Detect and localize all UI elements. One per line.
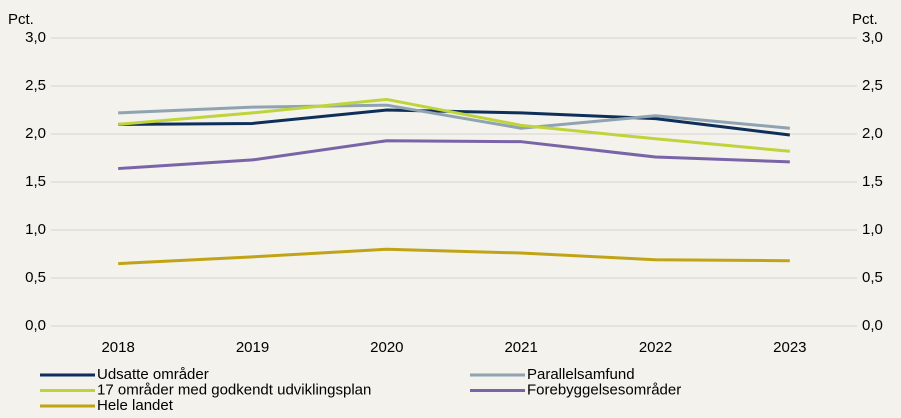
y2-tick-label: 2,0: [862, 125, 883, 142]
legend-label: Hele landet: [97, 397, 174, 414]
series-line: [118, 97, 790, 153]
y2-axis-label: Pct.: [852, 11, 878, 28]
y-tick-label: 2,5: [25, 77, 46, 94]
y2-tick-label: 0,5: [862, 269, 883, 286]
series-line: [118, 139, 790, 171]
y2-tick-label: 1,5: [862, 173, 883, 190]
y2-tick-label: 0,0: [862, 317, 883, 334]
y-tick-label: 1,5: [25, 173, 46, 190]
x-tick-label: 2020: [370, 339, 403, 356]
y-tick-label: 3,0: [25, 29, 46, 46]
x-tick-label: 2019: [236, 339, 269, 356]
x-tick-label: 2018: [101, 339, 134, 356]
legend-label: Forebyggelsesområder: [527, 381, 681, 398]
x-tick-label: 2021: [504, 339, 537, 356]
y-tick-label: 1,0: [25, 221, 46, 238]
y-tick-label: 2,0: [25, 125, 46, 142]
x-tick-label: 2022: [639, 339, 672, 356]
y2-tick-label: 1,0: [862, 221, 883, 238]
series-line: [118, 103, 790, 130]
series-line: [118, 247, 790, 266]
y-tick-label: 0,5: [25, 269, 46, 286]
legend-label: Parallelsamfund: [527, 366, 635, 383]
x-tick-label: 2023: [773, 339, 806, 356]
legend-label: Udsatte områder: [97, 366, 209, 383]
y-tick-label: 0,0: [25, 317, 46, 334]
legend-label: 17 områder med godkendt udviklingsplan: [97, 381, 371, 398]
y2-tick-label: 3,0: [862, 29, 883, 46]
y-axis-label: Pct.: [8, 11, 34, 28]
y2-tick-label: 2,5: [862, 77, 883, 94]
